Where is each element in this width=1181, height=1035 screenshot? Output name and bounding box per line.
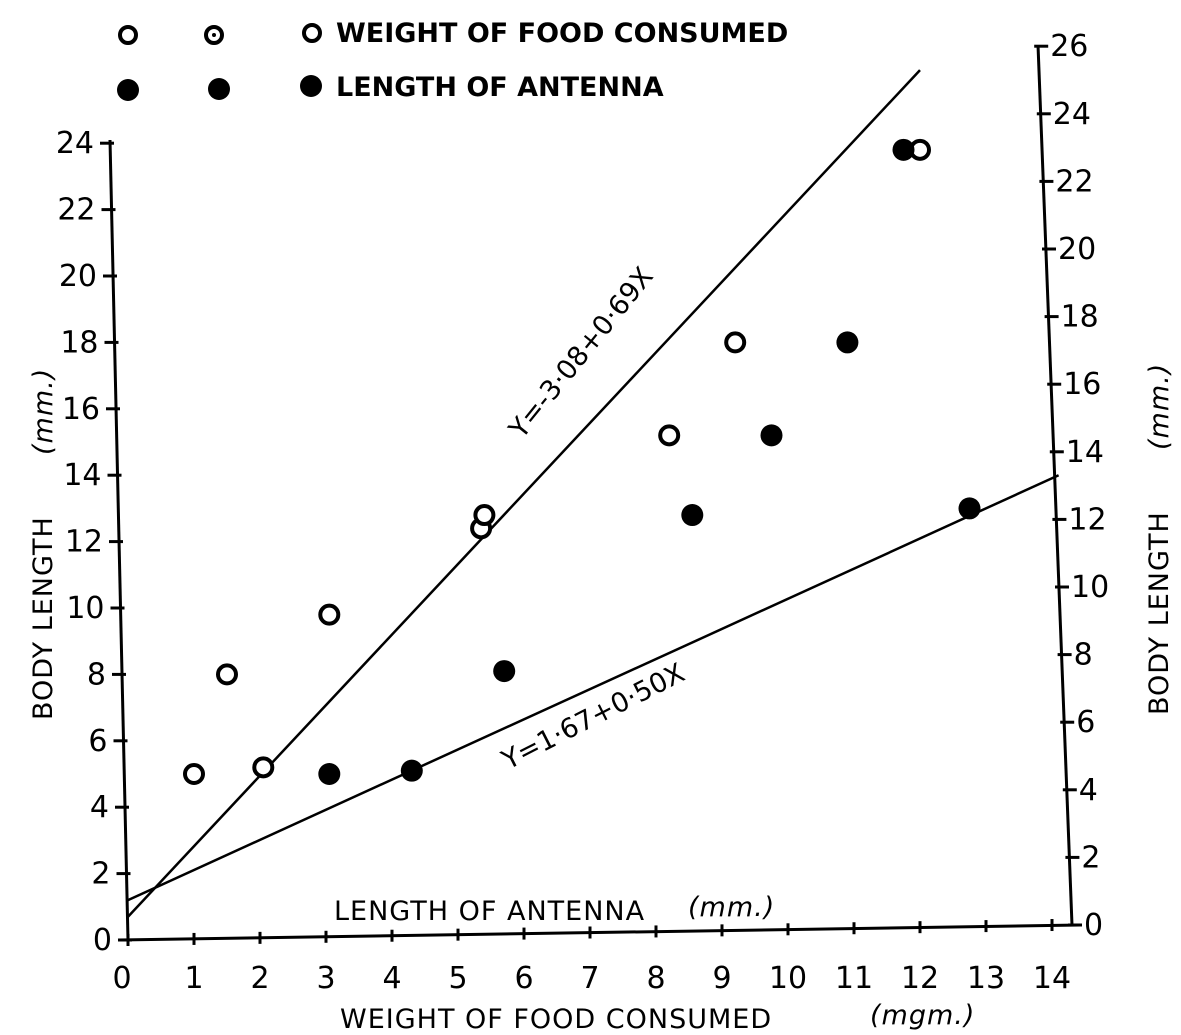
equation-upper: Y=-3·08+0·69X xyxy=(503,262,660,446)
right-tick-label: 26 xyxy=(1050,29,1088,64)
inner-x-axis-title: LENGTH OF ANTENNA (mm.) xyxy=(334,892,775,927)
food-point xyxy=(216,663,238,686)
regression-line-upper xyxy=(127,69,921,918)
right-tick-label: 0 xyxy=(1084,908,1103,943)
axes xyxy=(108,44,1081,942)
left-tick-label: 0 xyxy=(93,923,112,958)
bottom-tick-label: 3 xyxy=(316,961,335,996)
legend-food-marker-1 xyxy=(118,25,138,45)
bottom-axis-line xyxy=(117,923,1081,942)
left-tick-label: 20 xyxy=(59,259,97,294)
right-tick-label: 18 xyxy=(1061,300,1099,335)
right-tick-label: 8 xyxy=(1074,638,1093,673)
legend-food-marker-2-dot xyxy=(212,33,216,37)
right-tick-label: 14 xyxy=(1066,435,1104,470)
left-axis-line xyxy=(108,139,130,941)
regression-lines xyxy=(127,69,1060,918)
bottom-tick-label: 12 xyxy=(901,961,939,996)
left-tick-label: 16 xyxy=(62,392,100,427)
right-tick-label: 24 xyxy=(1053,97,1091,132)
x-axis-title-text: WEIGHT OF FOOD CONSUMED xyxy=(340,1004,772,1035)
antenna-point xyxy=(760,424,783,447)
right-tick-label: 10 xyxy=(1071,570,1109,605)
data-points xyxy=(183,138,981,785)
left-tick-label: 18 xyxy=(60,325,98,360)
bottom-ticks: 0 1 2 3 4 5 6 7 8 9 10 11 12 13 14 xyxy=(112,919,1071,996)
bottom-tick-label: 14 xyxy=(1033,961,1071,996)
left-tick-label: 14 xyxy=(63,458,101,493)
legend-antenna-label: LENGTH OF ANTENNA xyxy=(336,72,664,103)
bottom-tick-label: 6 xyxy=(514,961,533,996)
bottom-tick-label: 0 xyxy=(112,961,131,996)
legend-antenna-marker-1 xyxy=(117,79,139,101)
bottom-tick-label: 1 xyxy=(184,961,203,996)
left-y-axis-title: BODY LENGTH (mm.) xyxy=(28,368,59,720)
legend-food-marker-2 xyxy=(204,25,224,45)
bottom-tick-label: 9 xyxy=(712,961,731,996)
inner-x-axis-title-text: LENGTH OF ANTENNA xyxy=(334,896,645,927)
left-tick-label: 22 xyxy=(57,193,95,228)
antenna-point xyxy=(400,759,423,782)
right-axis-line xyxy=(1036,44,1074,926)
bottom-tick-label: 5 xyxy=(448,961,467,996)
left-tick-label: 10 xyxy=(66,591,104,626)
antenna-point xyxy=(892,138,915,161)
right-tick-label: 4 xyxy=(1079,773,1098,808)
right-tick-label: 16 xyxy=(1063,367,1101,402)
right-tick-label: 2 xyxy=(1081,840,1100,875)
antenna-point xyxy=(836,331,859,354)
left-y-axis-title-text: BODY LENGTH xyxy=(28,516,59,720)
bottom-tick-label: 13 xyxy=(967,961,1005,996)
food-point xyxy=(473,504,496,527)
food-point xyxy=(252,756,275,779)
left-tick-label: 6 xyxy=(88,724,107,759)
legend-antenna-marker-3 xyxy=(300,75,322,97)
right-y-axis-title-unit: (mm.) xyxy=(1144,363,1175,450)
left-tick-label: 8 xyxy=(87,657,106,692)
antenna-point xyxy=(958,497,981,520)
bottom-tick-label: 2 xyxy=(250,961,269,996)
antenna-point xyxy=(681,504,704,527)
left-tick-label: 4 xyxy=(90,790,109,825)
legend-food-label: WEIGHT OF FOOD CONSUMED xyxy=(336,18,788,49)
antenna-point xyxy=(493,660,516,683)
left-tick-label: 12 xyxy=(65,525,103,560)
right-tick-label: 20 xyxy=(1058,232,1096,267)
x-axis-title: WEIGHT OF FOOD CONSUMED (mgm.) xyxy=(340,1000,975,1035)
legend-antenna-marker-2 xyxy=(208,78,230,100)
bottom-tick-label: 4 xyxy=(382,961,401,996)
bottom-tick-label: 10 xyxy=(769,961,807,996)
regression-line-lower xyxy=(127,474,1060,902)
right-tick-label: 22 xyxy=(1055,164,1093,199)
bottom-tick-label: 11 xyxy=(835,961,873,996)
equation-lower: Y=1·67+0·50X xyxy=(496,658,690,777)
right-tick-label: 6 xyxy=(1076,705,1095,740)
food-point xyxy=(318,603,341,626)
food-point xyxy=(724,331,747,354)
right-tick-label: 12 xyxy=(1068,502,1106,537)
food-point xyxy=(183,763,205,785)
left-tick-label: 2 xyxy=(91,857,110,892)
right-y-axis-title: BODY LENGTH (mm.) xyxy=(1144,363,1175,715)
food-point xyxy=(658,424,681,447)
left-y-axis-title-unit: (mm.) xyxy=(28,368,59,455)
left-tick-label: 24 xyxy=(56,126,94,161)
bottom-tick-label: 7 xyxy=(580,961,599,996)
x-axis-title-unit: (mgm.) xyxy=(870,1000,975,1031)
antenna-point xyxy=(318,763,341,785)
inner-x-axis-title-unit: (mm.) xyxy=(688,892,775,923)
right-y-axis-title-text: BODY LENGTH xyxy=(1144,511,1175,715)
legend-food-marker-3 xyxy=(302,23,322,43)
bottom-tick-label: 8 xyxy=(646,961,665,996)
legend: WEIGHT OF FOOD CONSUMED LENGTH OF ANTENN… xyxy=(117,18,788,103)
